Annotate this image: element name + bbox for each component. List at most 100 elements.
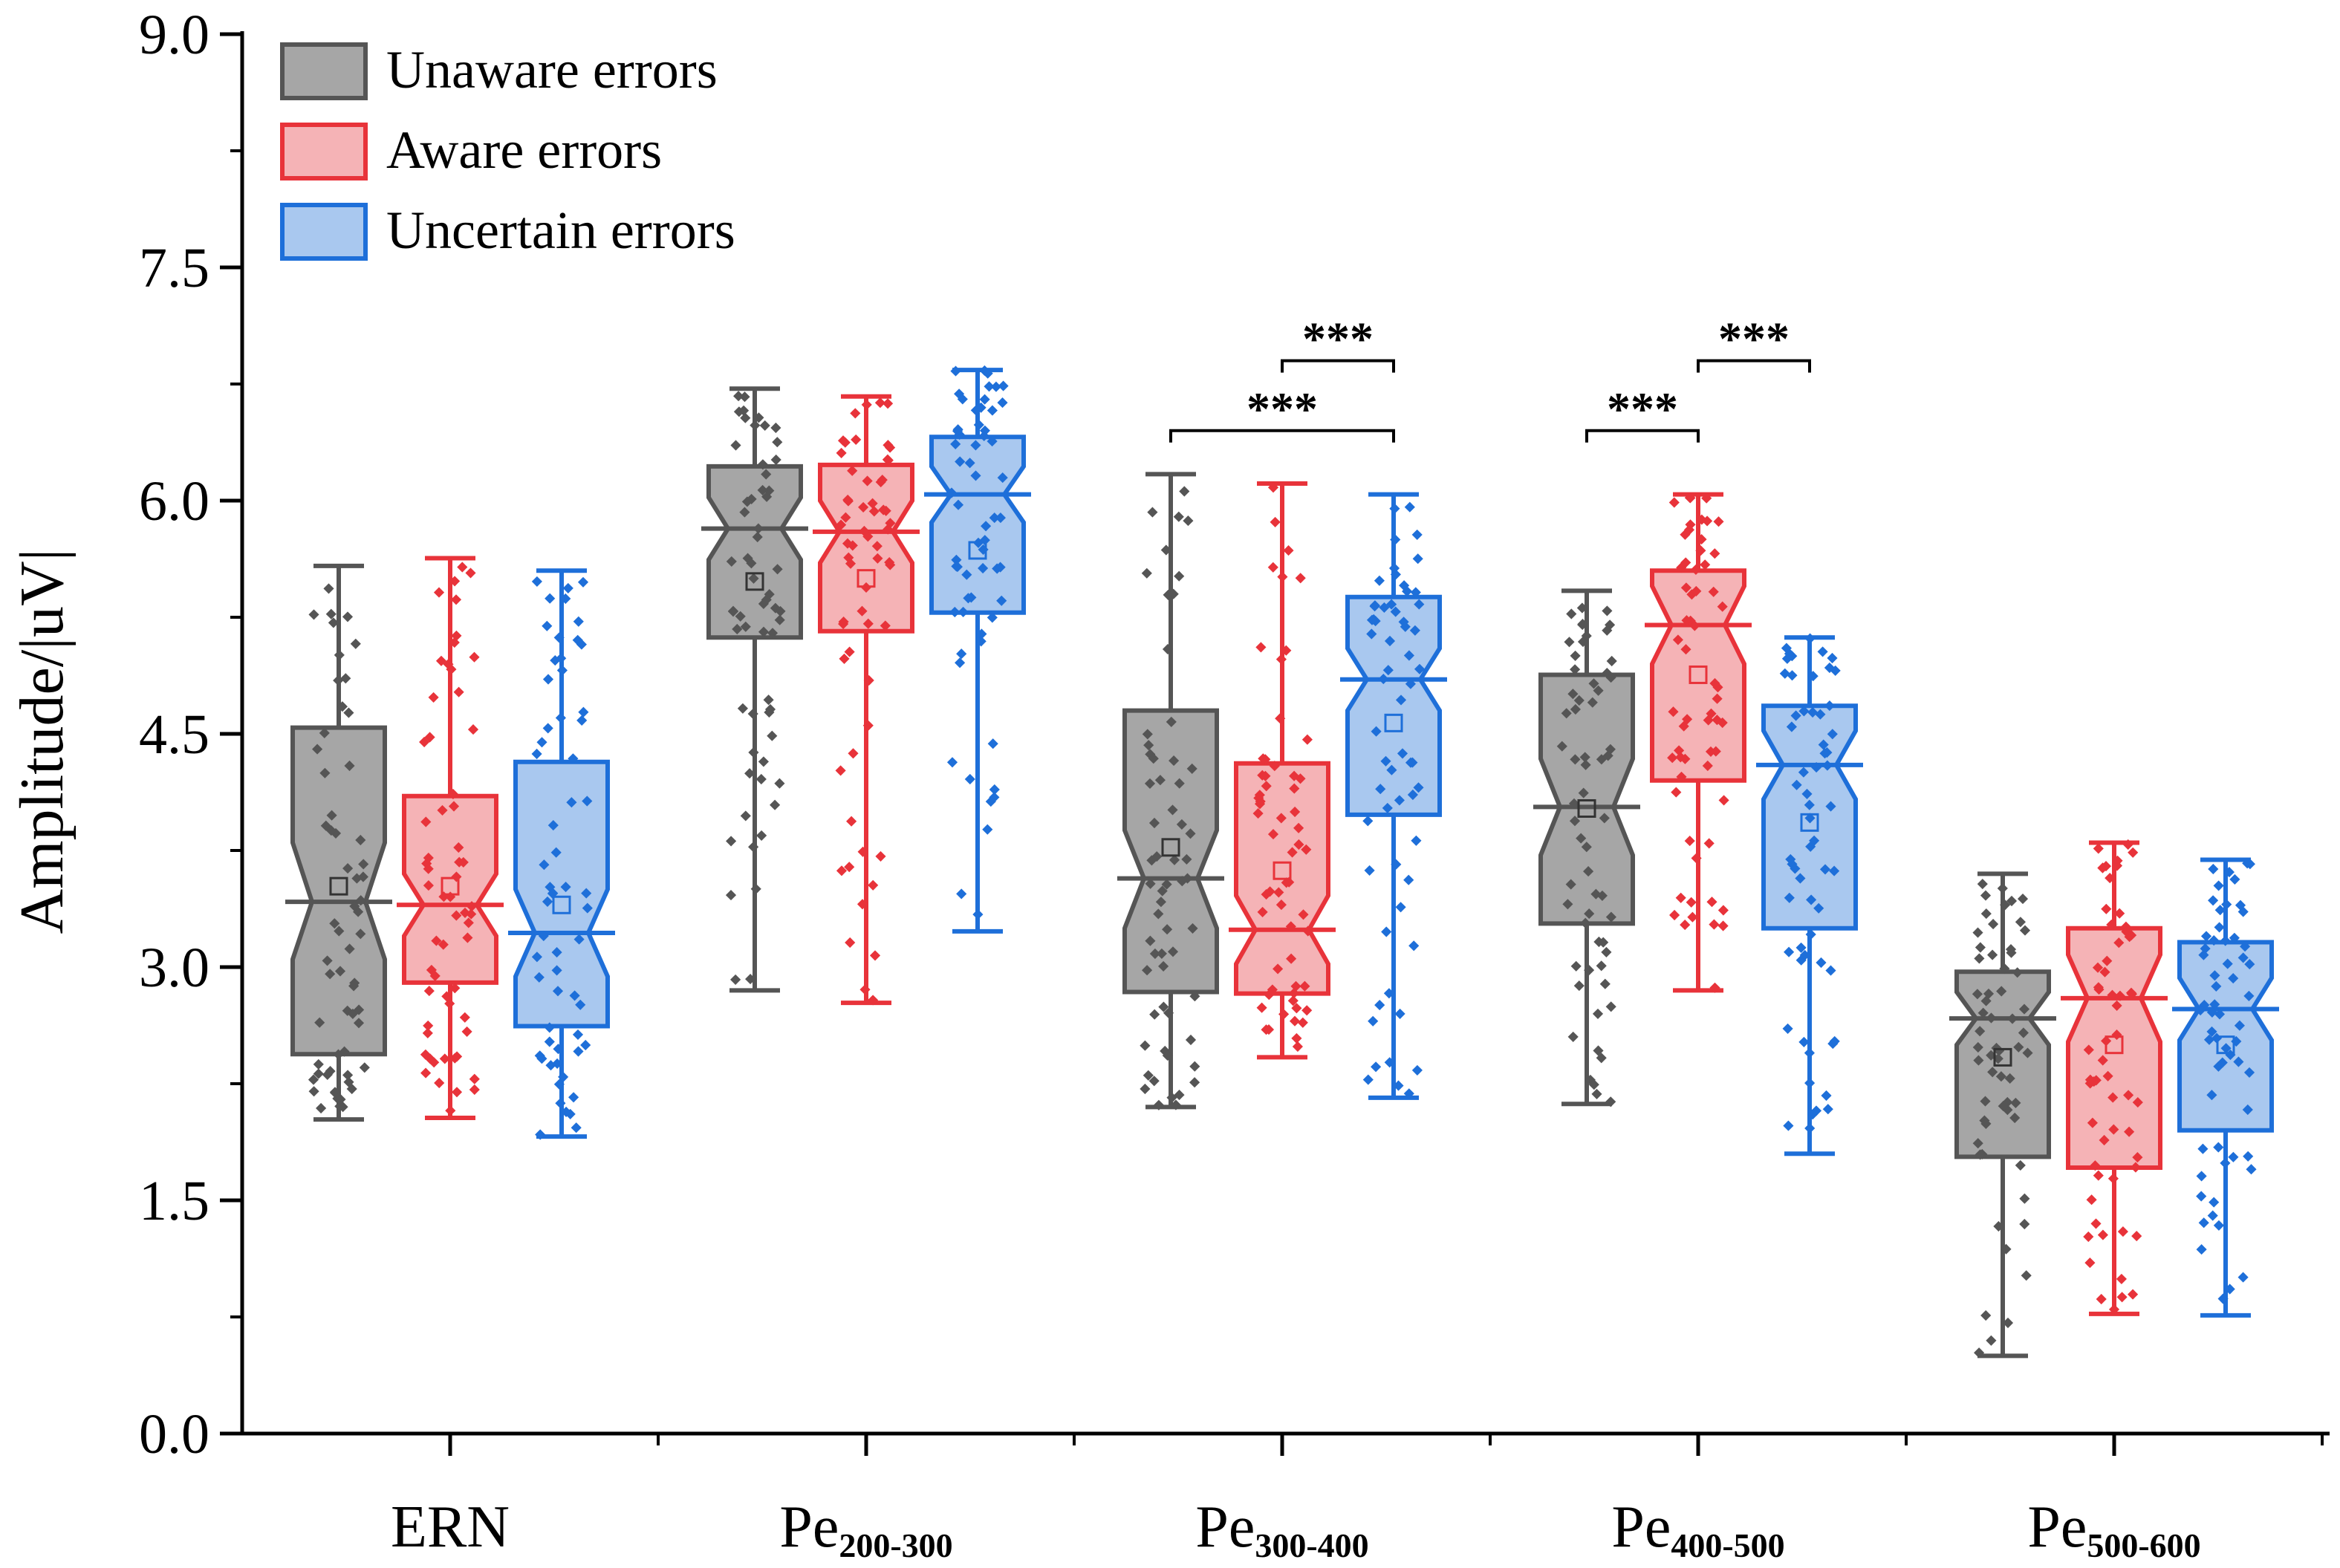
data-point (2208, 863, 2219, 875)
data-point (1369, 601, 1380, 612)
mean-marker (552, 895, 571, 914)
data-point (1703, 838, 1715, 849)
data-point (343, 1076, 354, 1087)
data-point (964, 458, 975, 469)
data-point (322, 1069, 333, 1080)
data-point (552, 986, 564, 997)
data-point (757, 459, 768, 470)
data-point (847, 540, 858, 551)
legend-item: Unaware errors (280, 40, 718, 100)
y-tick-label: 4.5 (139, 703, 209, 766)
x-category-label: Pe200-300 (779, 1494, 952, 1564)
data-point (332, 1093, 343, 1105)
data-point (859, 984, 871, 995)
data-point (995, 513, 1006, 524)
box-body (290, 725, 387, 1057)
data-point (1706, 897, 1717, 908)
mean-marker (1689, 665, 1708, 684)
data-point (871, 541, 883, 552)
data-point (1162, 924, 1173, 935)
data-point (843, 552, 854, 563)
data-point (739, 391, 750, 403)
data-point (1980, 1310, 1992, 1321)
significance-bracket: *** (1697, 313, 1811, 373)
data-point (1285, 921, 1296, 932)
data-point (883, 440, 894, 451)
data-point (1257, 906, 1268, 917)
data-point (1168, 588, 1179, 599)
data-point (555, 1098, 566, 1109)
data-point (1405, 678, 1416, 689)
data-point (1605, 1001, 1616, 1012)
data-point (1187, 923, 1198, 934)
data-point (875, 850, 886, 862)
data-point (1278, 1009, 1290, 1020)
data-point (1291, 1003, 1302, 1014)
data-point (1403, 650, 1414, 661)
data-point (1411, 529, 1423, 540)
bracket-line (1281, 359, 1395, 373)
data-point (1380, 755, 1391, 767)
bracket-line (1169, 429, 1395, 443)
data-point (2019, 1218, 2030, 1230)
data-point (1185, 1034, 1197, 1046)
data-point (1783, 1120, 1794, 1131)
data-point (1174, 570, 1185, 582)
data-point (1407, 789, 1418, 801)
data-point (1162, 643, 1174, 655)
data-point (1684, 836, 1695, 847)
data-point (1167, 946, 1179, 957)
data-point (1286, 953, 1297, 964)
data-point (334, 925, 345, 937)
y-tick-label: 7.5 (139, 237, 209, 299)
data-point (1567, 1031, 1579, 1042)
box-body (513, 759, 610, 1029)
data-point (1273, 887, 1284, 898)
data-point (308, 1086, 319, 1097)
data-point (2096, 1293, 2107, 1305)
data-point (1390, 534, 1401, 545)
data-point (1275, 900, 1287, 911)
data-point (423, 986, 435, 997)
data-point (844, 862, 855, 873)
data-point (576, 715, 588, 726)
data-point (441, 991, 452, 1002)
data-point (1591, 1088, 1602, 1099)
data-point (1805, 928, 1816, 940)
data-point (2196, 1191, 2207, 1202)
box-2-2 (1340, 492, 1447, 1100)
data-point (1394, 1008, 1405, 1019)
data-point (987, 738, 998, 749)
data-point (2116, 1292, 2128, 1303)
box-body (1954, 969, 2051, 1159)
data-point (978, 562, 989, 574)
data-point (851, 434, 862, 445)
data-point (2197, 1143, 2209, 1154)
data-point (957, 394, 968, 405)
data-point (1366, 614, 1378, 625)
data-point (1163, 1007, 1174, 1018)
data-point (544, 1036, 555, 1047)
data-point (730, 974, 741, 985)
data-point (1144, 778, 1156, 789)
data-point (334, 649, 345, 660)
data-point (956, 888, 967, 900)
data-point (1275, 713, 1286, 724)
data-point (970, 470, 981, 481)
data-point (542, 896, 553, 907)
mean-marker (968, 541, 987, 560)
data-point (1153, 908, 1164, 920)
data-point (950, 365, 961, 377)
data-point (558, 1071, 569, 1082)
data-point (423, 852, 434, 864)
data-point (465, 567, 476, 579)
data-point (1391, 859, 1402, 870)
data-point (748, 573, 759, 584)
data-point (325, 825, 337, 836)
data-point (770, 454, 781, 466)
data-point (1987, 949, 1998, 960)
data-point (578, 706, 589, 718)
data-point (1287, 847, 1298, 858)
data-point (1395, 694, 1407, 706)
